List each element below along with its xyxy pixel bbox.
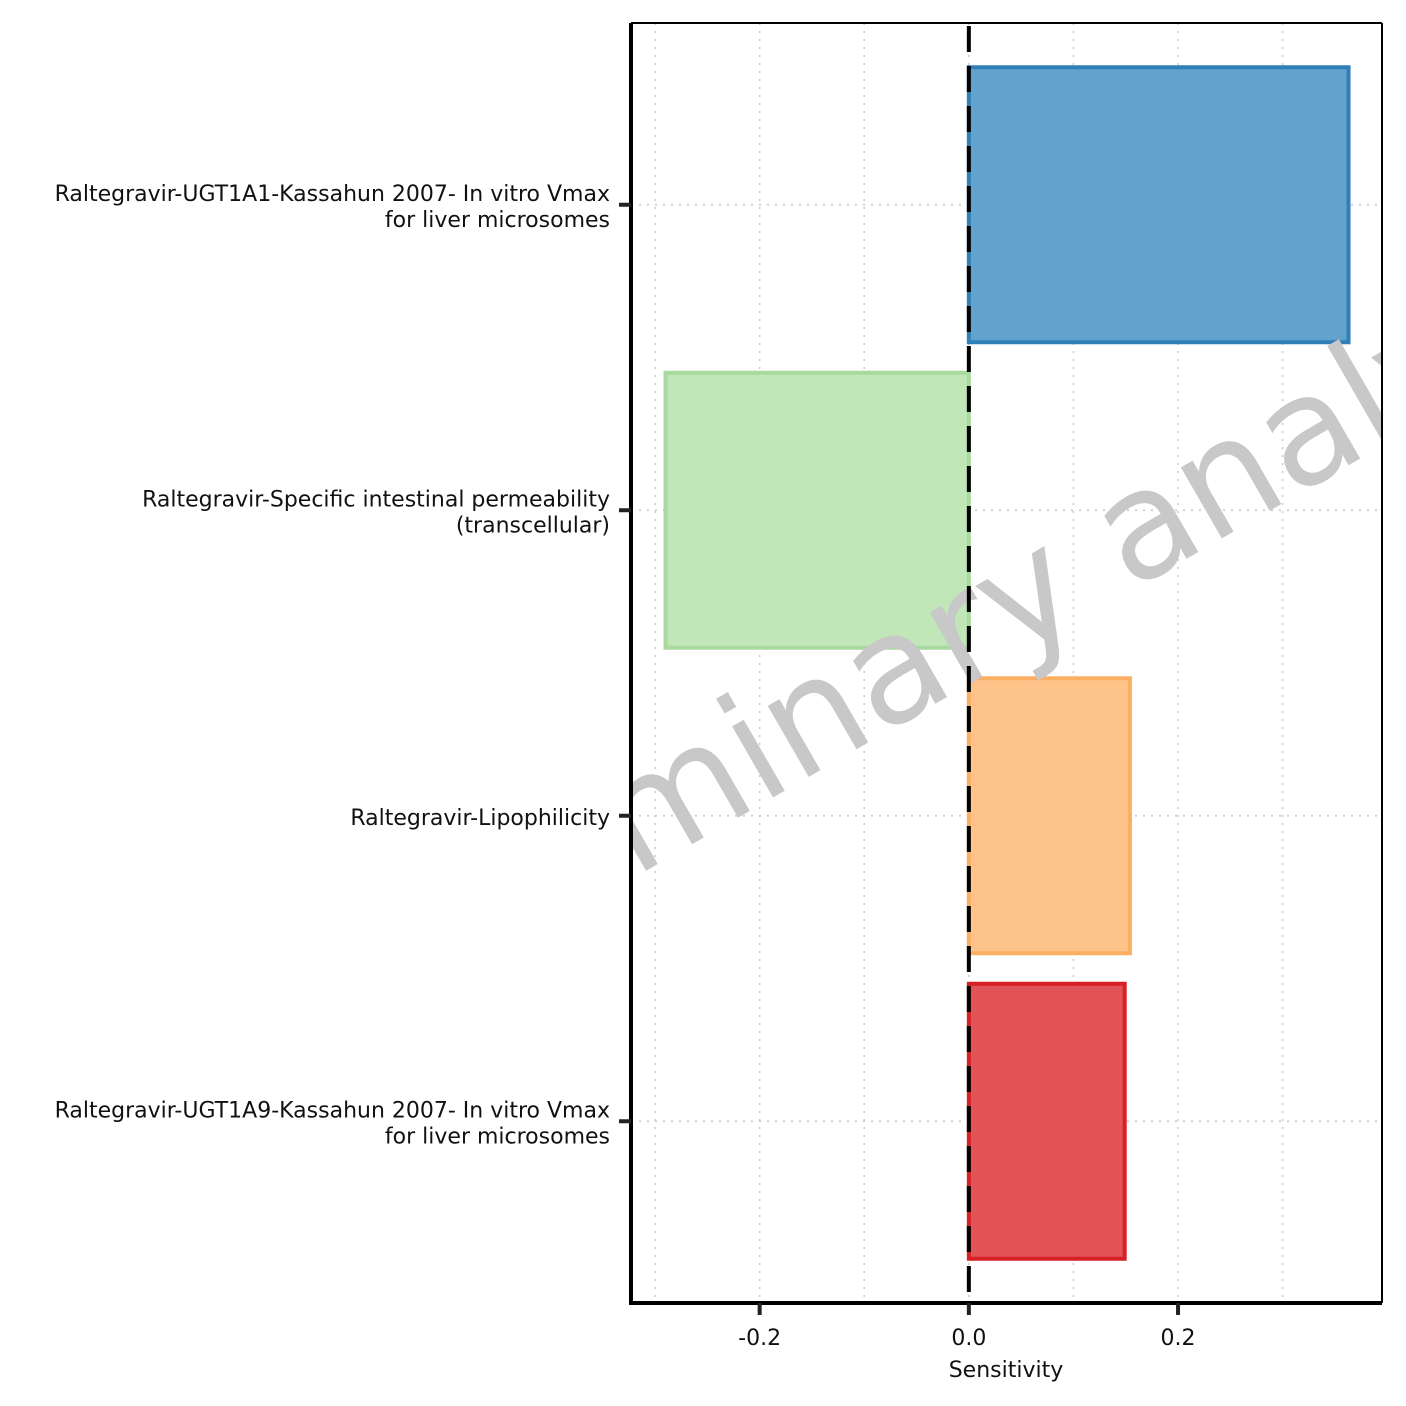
x-axis: -0.2 0.0 0.2 — [738, 1303, 1196, 1351]
bar-1 — [663, 370, 971, 650]
y-tick-label-1-1: (transcellular) — [456, 513, 610, 538]
x-axis-title: Sensitivity — [949, 1358, 1064, 1383]
y-axis: Raltegravir-UGT1A1-Kassahun 2007- In vit… — [55, 182, 631, 1149]
x-tick-label-1: 0.0 — [951, 1326, 986, 1351]
x-tick-label-0: -0.2 — [738, 1326, 781, 1351]
x-tick-label-2: 0.2 — [1161, 1326, 1196, 1351]
plot-frame — [629, 22, 1383, 1305]
y-tick-label-3-0: Raltegravir-UGT1A9-Kassahun 2007- In vit… — [55, 1098, 610, 1123]
bar-0 — [966, 65, 1351, 345]
y-tick-label-0-1: for liver microsomes — [385, 208, 610, 233]
bar-2 — [966, 676, 1132, 956]
y-tick-label-0-0: Raltegravir-UGT1A1-Kassahun 2007- In vit… — [55, 182, 610, 207]
y-tick-label-3-1: for liver microsomes — [385, 1124, 610, 1149]
y-tick-label-2-0: Raltegravir-Lipophilicity — [350, 806, 610, 831]
bars — [663, 65, 1351, 1261]
y-tick-label-1-0: Raltegravir-Specific intestinal permeabi… — [142, 487, 610, 512]
bar-3 — [966, 981, 1127, 1261]
